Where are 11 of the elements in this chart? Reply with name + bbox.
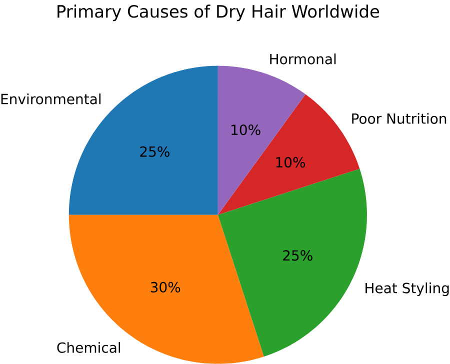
slice-label: Chemical: [57, 342, 120, 353]
chart-title: Primary Causes of Dry Hair Worldwide: [58, 4, 380, 22]
slice-label: Heat Styling: [366, 282, 449, 296]
slice-label: Poor Nutrition: [352, 113, 446, 124]
data-label: 30%: [150, 282, 180, 293]
data-label: 10%: [232, 124, 260, 136]
data-label: 25%: [283, 250, 312, 261]
slice-label: Hormonal: [270, 54, 336, 64]
data-label: 10%: [276, 157, 306, 168]
data-label: 25%: [140, 146, 170, 157]
slice-label: Environmental: [1, 94, 100, 104]
